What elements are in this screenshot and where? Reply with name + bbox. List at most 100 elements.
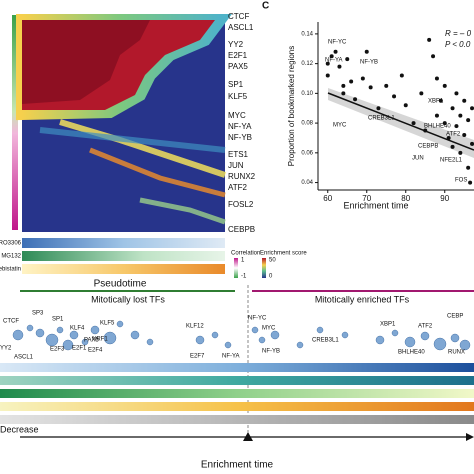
y-tick-label: 0.10 bbox=[301, 91, 313, 97]
tf-label: E2F1 bbox=[72, 346, 87, 352]
tf-bubble bbox=[316, 326, 324, 334]
point bbox=[442, 83, 447, 88]
tf-label: CTCF bbox=[3, 319, 19, 325]
tf-bubble bbox=[404, 336, 416, 348]
point bbox=[423, 128, 428, 133]
point bbox=[349, 79, 354, 84]
gradient-bar bbox=[0, 415, 474, 424]
tf-label: E2F4 bbox=[88, 348, 103, 354]
tf-bubble bbox=[35, 328, 45, 338]
gene-label: ASCL1 bbox=[228, 23, 254, 32]
gene-label: ATF2 bbox=[228, 183, 248, 192]
tf-bubble bbox=[258, 336, 266, 344]
legend-title: Correlation bbox=[231, 251, 260, 257]
tf-bubble bbox=[146, 338, 154, 346]
tf-label: NF-YC bbox=[248, 316, 267, 322]
gene-label: RUNX2 bbox=[228, 172, 256, 181]
point bbox=[353, 97, 358, 102]
legend-title: Enrichment score bbox=[260, 251, 307, 257]
decrease-label: Decrease bbox=[0, 424, 39, 434]
gene-label: KLF5 bbox=[228, 92, 248, 101]
tf-label: NF-YB bbox=[262, 349, 280, 355]
point bbox=[462, 98, 467, 103]
pseudotime-label: Pseudotime bbox=[94, 279, 147, 290]
gradient-bar bbox=[0, 363, 474, 372]
tf-bubble bbox=[341, 331, 349, 339]
point bbox=[364, 49, 369, 54]
group-label: Mitotically lost TFs bbox=[91, 294, 165, 304]
tf-bubble bbox=[12, 329, 24, 341]
tf-bubble bbox=[56, 326, 64, 334]
treatment-label: MG132 bbox=[1, 254, 21, 260]
point bbox=[458, 150, 463, 155]
point bbox=[450, 106, 455, 111]
annotation: NFE2L1 bbox=[440, 158, 463, 164]
gene-label: PAX5 bbox=[228, 62, 248, 71]
x-tick-label: 70 bbox=[362, 194, 371, 203]
tf-label: MYC bbox=[262, 326, 276, 332]
point bbox=[341, 83, 346, 88]
point bbox=[325, 61, 330, 66]
arrow-head bbox=[466, 433, 474, 441]
gradient-bar bbox=[0, 402, 474, 411]
point bbox=[470, 106, 474, 111]
point bbox=[419, 91, 424, 96]
tf-bubble bbox=[459, 339, 471, 351]
tf-label: CEBP bbox=[447, 314, 463, 320]
center-marker bbox=[243, 432, 253, 441]
y-tick-label: 0.08 bbox=[301, 121, 313, 127]
tf-label: RUNX bbox=[448, 350, 465, 356]
point bbox=[427, 37, 432, 42]
tf-bubble bbox=[270, 330, 280, 340]
point bbox=[431, 54, 436, 59]
tf-bubble bbox=[211, 331, 219, 339]
tf-bubble bbox=[69, 330, 79, 340]
tf-bubble bbox=[26, 324, 34, 332]
gradient-bar bbox=[0, 376, 474, 385]
y-axis-label: Proportion of bookmarked regions bbox=[287, 46, 296, 167]
point bbox=[446, 135, 451, 140]
stat: P < 0.0 bbox=[445, 40, 471, 49]
point bbox=[403, 103, 408, 108]
fit-line bbox=[327, 92, 474, 151]
point bbox=[454, 124, 459, 129]
y-tick-label: 0.14 bbox=[301, 31, 313, 37]
tf-bubble bbox=[195, 335, 205, 345]
tf-label: YY2 bbox=[0, 346, 12, 352]
x-axis-label: Enrichment time bbox=[343, 200, 408, 210]
tf-bubble bbox=[433, 337, 447, 351]
gene-label: E2F1 bbox=[228, 51, 248, 60]
point bbox=[392, 94, 397, 99]
annotation: ATF2 bbox=[446, 132, 461, 138]
group-label: Mitotically enriched TFs bbox=[315, 294, 410, 304]
annotation: NF-YA bbox=[325, 58, 343, 64]
gradient-bar bbox=[0, 389, 474, 398]
tf-bubble bbox=[90, 325, 100, 335]
treatment-bar bbox=[22, 264, 225, 274]
point bbox=[337, 64, 342, 69]
tf-bubble bbox=[130, 330, 140, 340]
tf-label: ATF2 bbox=[418, 324, 433, 330]
tf-bubble bbox=[81, 338, 89, 346]
tf-label: KLF12 bbox=[186, 324, 204, 330]
tf-bubble bbox=[103, 331, 117, 345]
point bbox=[368, 85, 373, 90]
treatment-bar bbox=[22, 238, 225, 248]
point bbox=[341, 91, 346, 96]
y-tick-label: 0.06 bbox=[301, 150, 313, 156]
treatment-label: Nebistatin bbox=[0, 267, 21, 273]
stat: R = – 0 bbox=[445, 29, 472, 38]
y-tick-label: 0.04 bbox=[301, 180, 313, 186]
annotation: FOS bbox=[455, 178, 467, 184]
tf-label: SP1 bbox=[52, 317, 64, 323]
gene-label: YY2 bbox=[228, 40, 244, 49]
point bbox=[329, 54, 334, 59]
tf-bubble bbox=[375, 335, 385, 345]
annotation: NF-YC bbox=[328, 40, 347, 46]
tf-bubble bbox=[420, 331, 430, 341]
point bbox=[325, 73, 330, 78]
tf-label: CREB3L1 bbox=[312, 338, 339, 344]
legend-tick: 0 bbox=[269, 274, 273, 280]
gene-label: ETS1 bbox=[228, 150, 249, 159]
point bbox=[468, 180, 473, 185]
